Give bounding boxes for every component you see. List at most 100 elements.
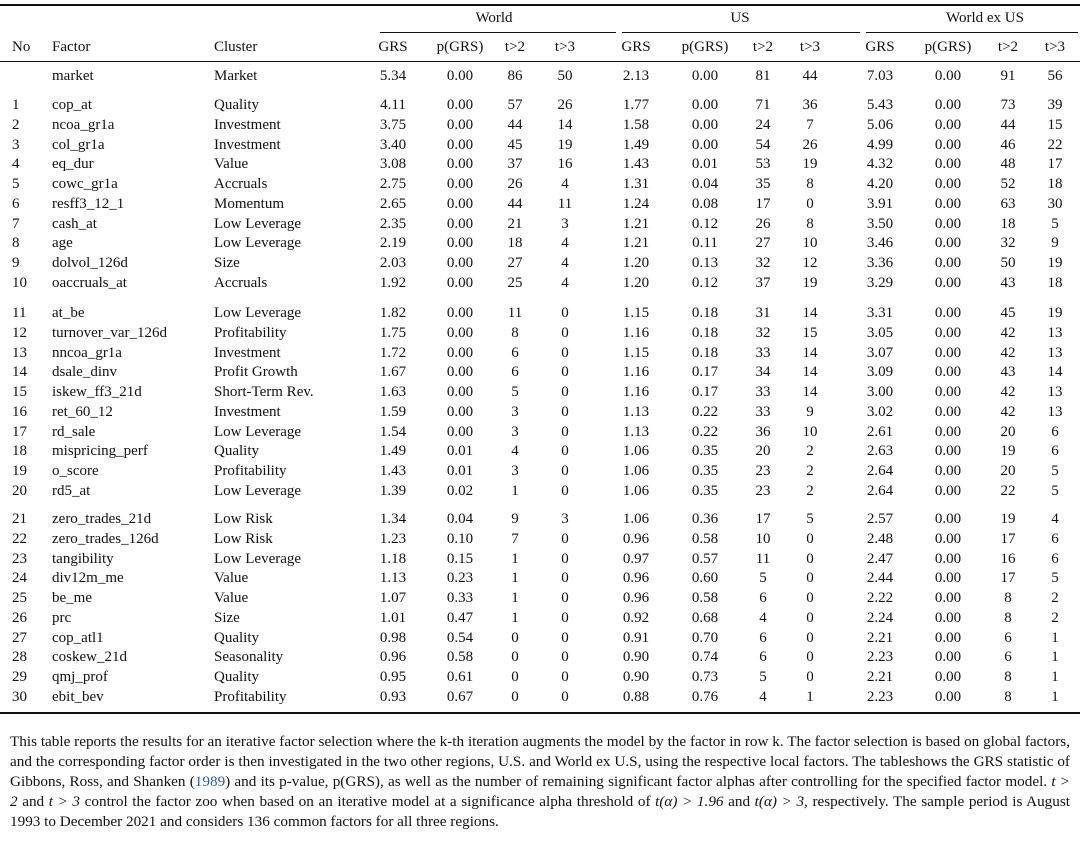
table-cell: 0 bbox=[561, 649, 569, 666]
table-cell: 1.13 bbox=[622, 423, 650, 440]
cluster: Accruals bbox=[214, 274, 268, 291]
table-cell: 5 bbox=[511, 384, 519, 400]
table-cell: 0.00 bbox=[934, 669, 962, 685]
factor-name: zero_trades_21d bbox=[52, 511, 152, 527]
table-cell: 0.01 bbox=[446, 443, 474, 460]
row-number: 21 bbox=[12, 511, 27, 527]
cluster: Low Leverage bbox=[214, 482, 302, 499]
table-cell: 0.11 bbox=[692, 235, 718, 252]
table-cell: 0.00 bbox=[934, 443, 962, 460]
table-cell: 1.82 bbox=[379, 305, 407, 321]
table-cell: 0.15 bbox=[446, 550, 474, 567]
table-cell: 1.13 bbox=[379, 570, 407, 587]
table-cell: 50 bbox=[1000, 255, 1016, 271]
table-cell: 39 bbox=[1047, 97, 1063, 113]
row-number: 25 bbox=[12, 590, 27, 606]
table-cell: 0.00 bbox=[446, 176, 474, 192]
row-number: 11 bbox=[12, 305, 27, 321]
table-cell: 0.00 bbox=[446, 384, 474, 400]
cluster: Quality bbox=[214, 669, 259, 685]
table-cell: 5.06 bbox=[866, 116, 894, 133]
table-cell: 0.17 bbox=[691, 364, 719, 381]
table-cell: 0.00 bbox=[446, 235, 474, 252]
table-cell: 0.00 bbox=[446, 255, 474, 271]
table-cell: 0.68 bbox=[691, 609, 719, 626]
table-cell: 14 bbox=[557, 116, 573, 133]
table-cell: 1.06 bbox=[622, 443, 650, 460]
table-cell: 8 bbox=[1004, 688, 1012, 705]
table-cell: 0.00 bbox=[934, 176, 962, 192]
row-number: 15 bbox=[12, 384, 27, 400]
table-cell: 44 bbox=[1000, 116, 1016, 133]
table-cell: 3 bbox=[561, 215, 569, 232]
table-cell: 44 bbox=[802, 68, 818, 84]
table-cell: 0.33 bbox=[446, 590, 474, 606]
table-cell: 0.00 bbox=[934, 305, 962, 321]
table-cell: 6 bbox=[1051, 443, 1059, 460]
table-cell: 11 bbox=[507, 305, 523, 321]
table-cell: 53 bbox=[755, 156, 771, 173]
table-cell: 2.65 bbox=[379, 195, 407, 212]
table-cell: 86 bbox=[507, 68, 523, 84]
table-cell: 5 bbox=[806, 511, 814, 527]
table-cell: 0.92 bbox=[622, 609, 650, 626]
table-cell: 1.34 bbox=[379, 511, 407, 527]
column-header: No bbox=[12, 39, 31, 55]
table-cell: 4.99 bbox=[866, 136, 894, 153]
cluster: Low Leverage bbox=[214, 235, 302, 252]
table-cell: 26 bbox=[802, 136, 818, 153]
table-cell: 19 bbox=[1047, 305, 1063, 321]
table-cell: 2.63 bbox=[866, 443, 894, 460]
table-cell: 5 bbox=[1051, 570, 1059, 587]
citation-link[interactable]: 1989 bbox=[194, 773, 226, 790]
table-cell: 0 bbox=[561, 688, 569, 705]
table-cell: 0 bbox=[806, 609, 814, 626]
caption-text: , respectively. The sample period is Aug… bbox=[10, 793, 1071, 830]
table-cell: 2.75 bbox=[379, 176, 407, 192]
table-cell: 1.18 bbox=[379, 550, 407, 567]
table-cell: 0.60 bbox=[691, 570, 719, 587]
table-cell: 0 bbox=[561, 530, 569, 547]
table-cell: 1.16 bbox=[622, 364, 650, 381]
table-cell: 3 bbox=[561, 511, 569, 527]
table-cell: 4 bbox=[1051, 511, 1059, 527]
row-number: 2 bbox=[12, 116, 20, 133]
table-cell: 45 bbox=[507, 136, 523, 153]
row-number: 5 bbox=[12, 176, 20, 192]
table-cell: 44 bbox=[507, 116, 523, 133]
row-number: 16 bbox=[12, 403, 27, 420]
cluster: Value bbox=[214, 570, 249, 587]
table-cell: 17 bbox=[1047, 156, 1063, 173]
cluster: Market bbox=[214, 68, 258, 84]
table-cell: 1 bbox=[511, 482, 519, 499]
row-number: 10 bbox=[12, 274, 27, 291]
table-cell: 2.57 bbox=[866, 511, 894, 527]
column-header: t>2 bbox=[504, 39, 526, 55]
table-cell: 23 bbox=[755, 482, 771, 499]
table-cell: 30 bbox=[1047, 195, 1063, 212]
table-cell: 9 bbox=[806, 403, 814, 420]
table-cell: 2.47 bbox=[866, 550, 894, 567]
cluster: Low Leverage bbox=[214, 423, 302, 440]
table-cell: 3.29 bbox=[866, 274, 894, 291]
table-cell: 1.06 bbox=[622, 482, 650, 499]
table-cell: 2.61 bbox=[866, 423, 894, 440]
factor-name: rd_sale bbox=[52, 423, 96, 440]
table-cell: 3 bbox=[511, 403, 519, 420]
table-cell: 0.35 bbox=[691, 463, 719, 479]
table-cell: 2.64 bbox=[866, 463, 894, 479]
table-cell: 1.75 bbox=[379, 324, 407, 341]
table-cell: 3.09 bbox=[866, 364, 894, 381]
column-header: p(GRS) bbox=[924, 39, 972, 55]
row-number: 28 bbox=[12, 649, 27, 666]
table-cell: 2.03 bbox=[379, 255, 407, 271]
factor-name: nncoa_gr1a bbox=[52, 344, 122, 361]
table-cell: 1.01 bbox=[379, 609, 407, 626]
table-cell: 0.02 bbox=[446, 482, 474, 499]
cluster: Profitability bbox=[214, 324, 287, 341]
factor-name: cop_atl1 bbox=[52, 629, 104, 646]
table-cell: 0.00 bbox=[934, 344, 962, 361]
table-cell: 0.00 bbox=[934, 235, 962, 252]
table-cell: 3.46 bbox=[866, 235, 894, 252]
table-cell: 0 bbox=[806, 550, 814, 567]
